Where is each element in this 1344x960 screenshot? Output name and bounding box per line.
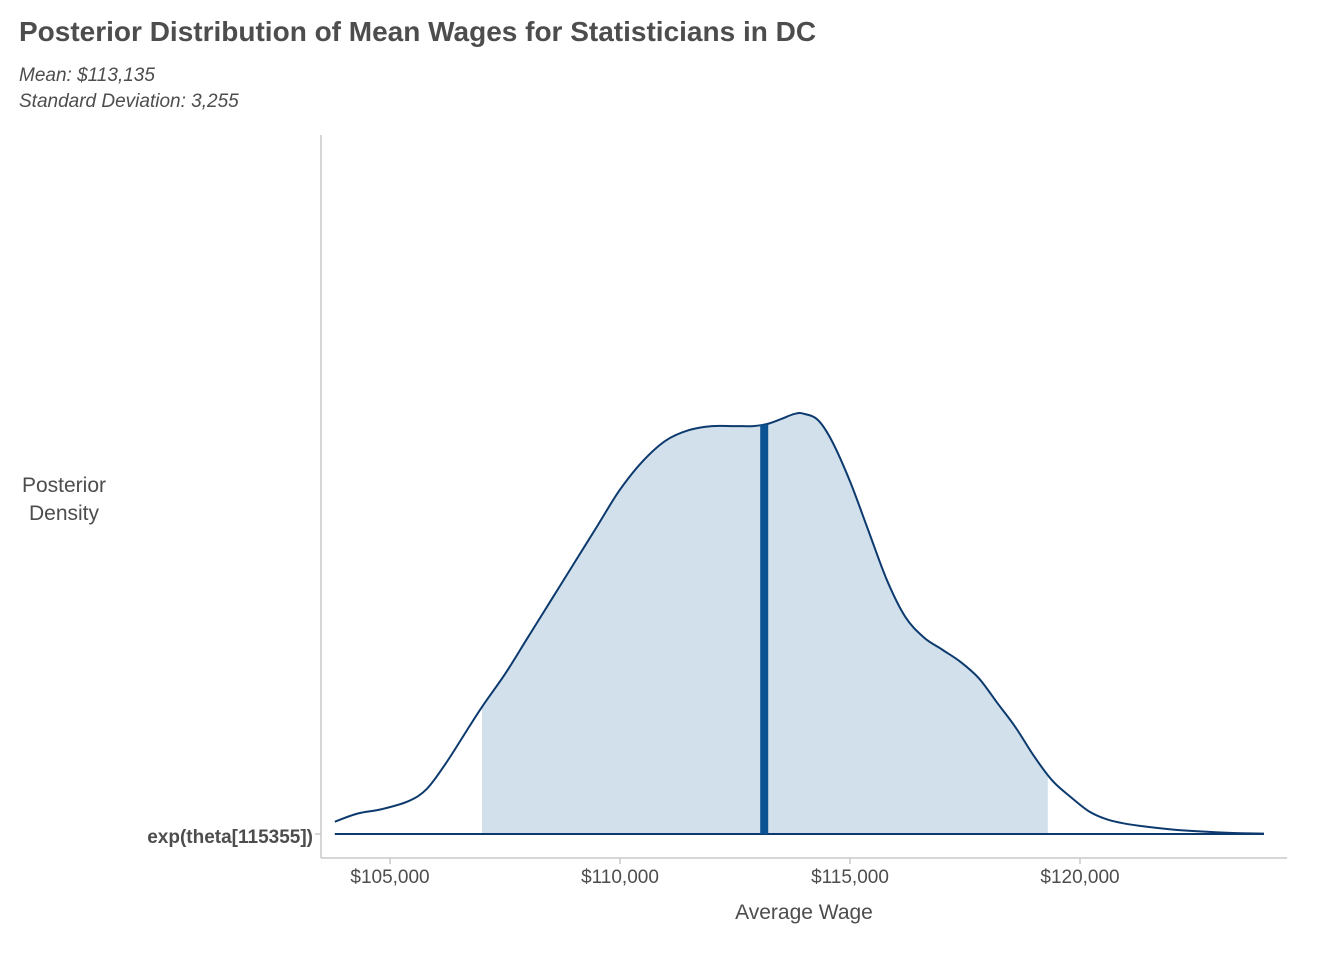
x-axis-title: Average Wage bbox=[735, 901, 873, 924]
y-axis-title-line-2: Density bbox=[29, 502, 100, 525]
subtitle-sd: Standard Deviation: 3,255 bbox=[19, 91, 239, 112]
y-category-label: exp(theta[115355]) bbox=[147, 827, 313, 848]
subtitle-mean: Mean: $113,135 bbox=[19, 65, 155, 86]
x-tick-label: $110,000 bbox=[581, 867, 659, 888]
x-tick-label: $105,000 bbox=[350, 867, 429, 888]
x-tick-label: $115,000 bbox=[811, 867, 889, 888]
density-curve bbox=[334, 412, 1265, 835]
x-axis-ticks: $105,000 $110,000 $115,000 $120,000 bbox=[350, 858, 1120, 888]
chart-title: Posterior Distribution of Mean Wages for… bbox=[19, 16, 816, 47]
x-tick-label: $120,000 bbox=[1040, 867, 1119, 888]
y-axis-title-line-1: Posterior bbox=[22, 474, 106, 497]
